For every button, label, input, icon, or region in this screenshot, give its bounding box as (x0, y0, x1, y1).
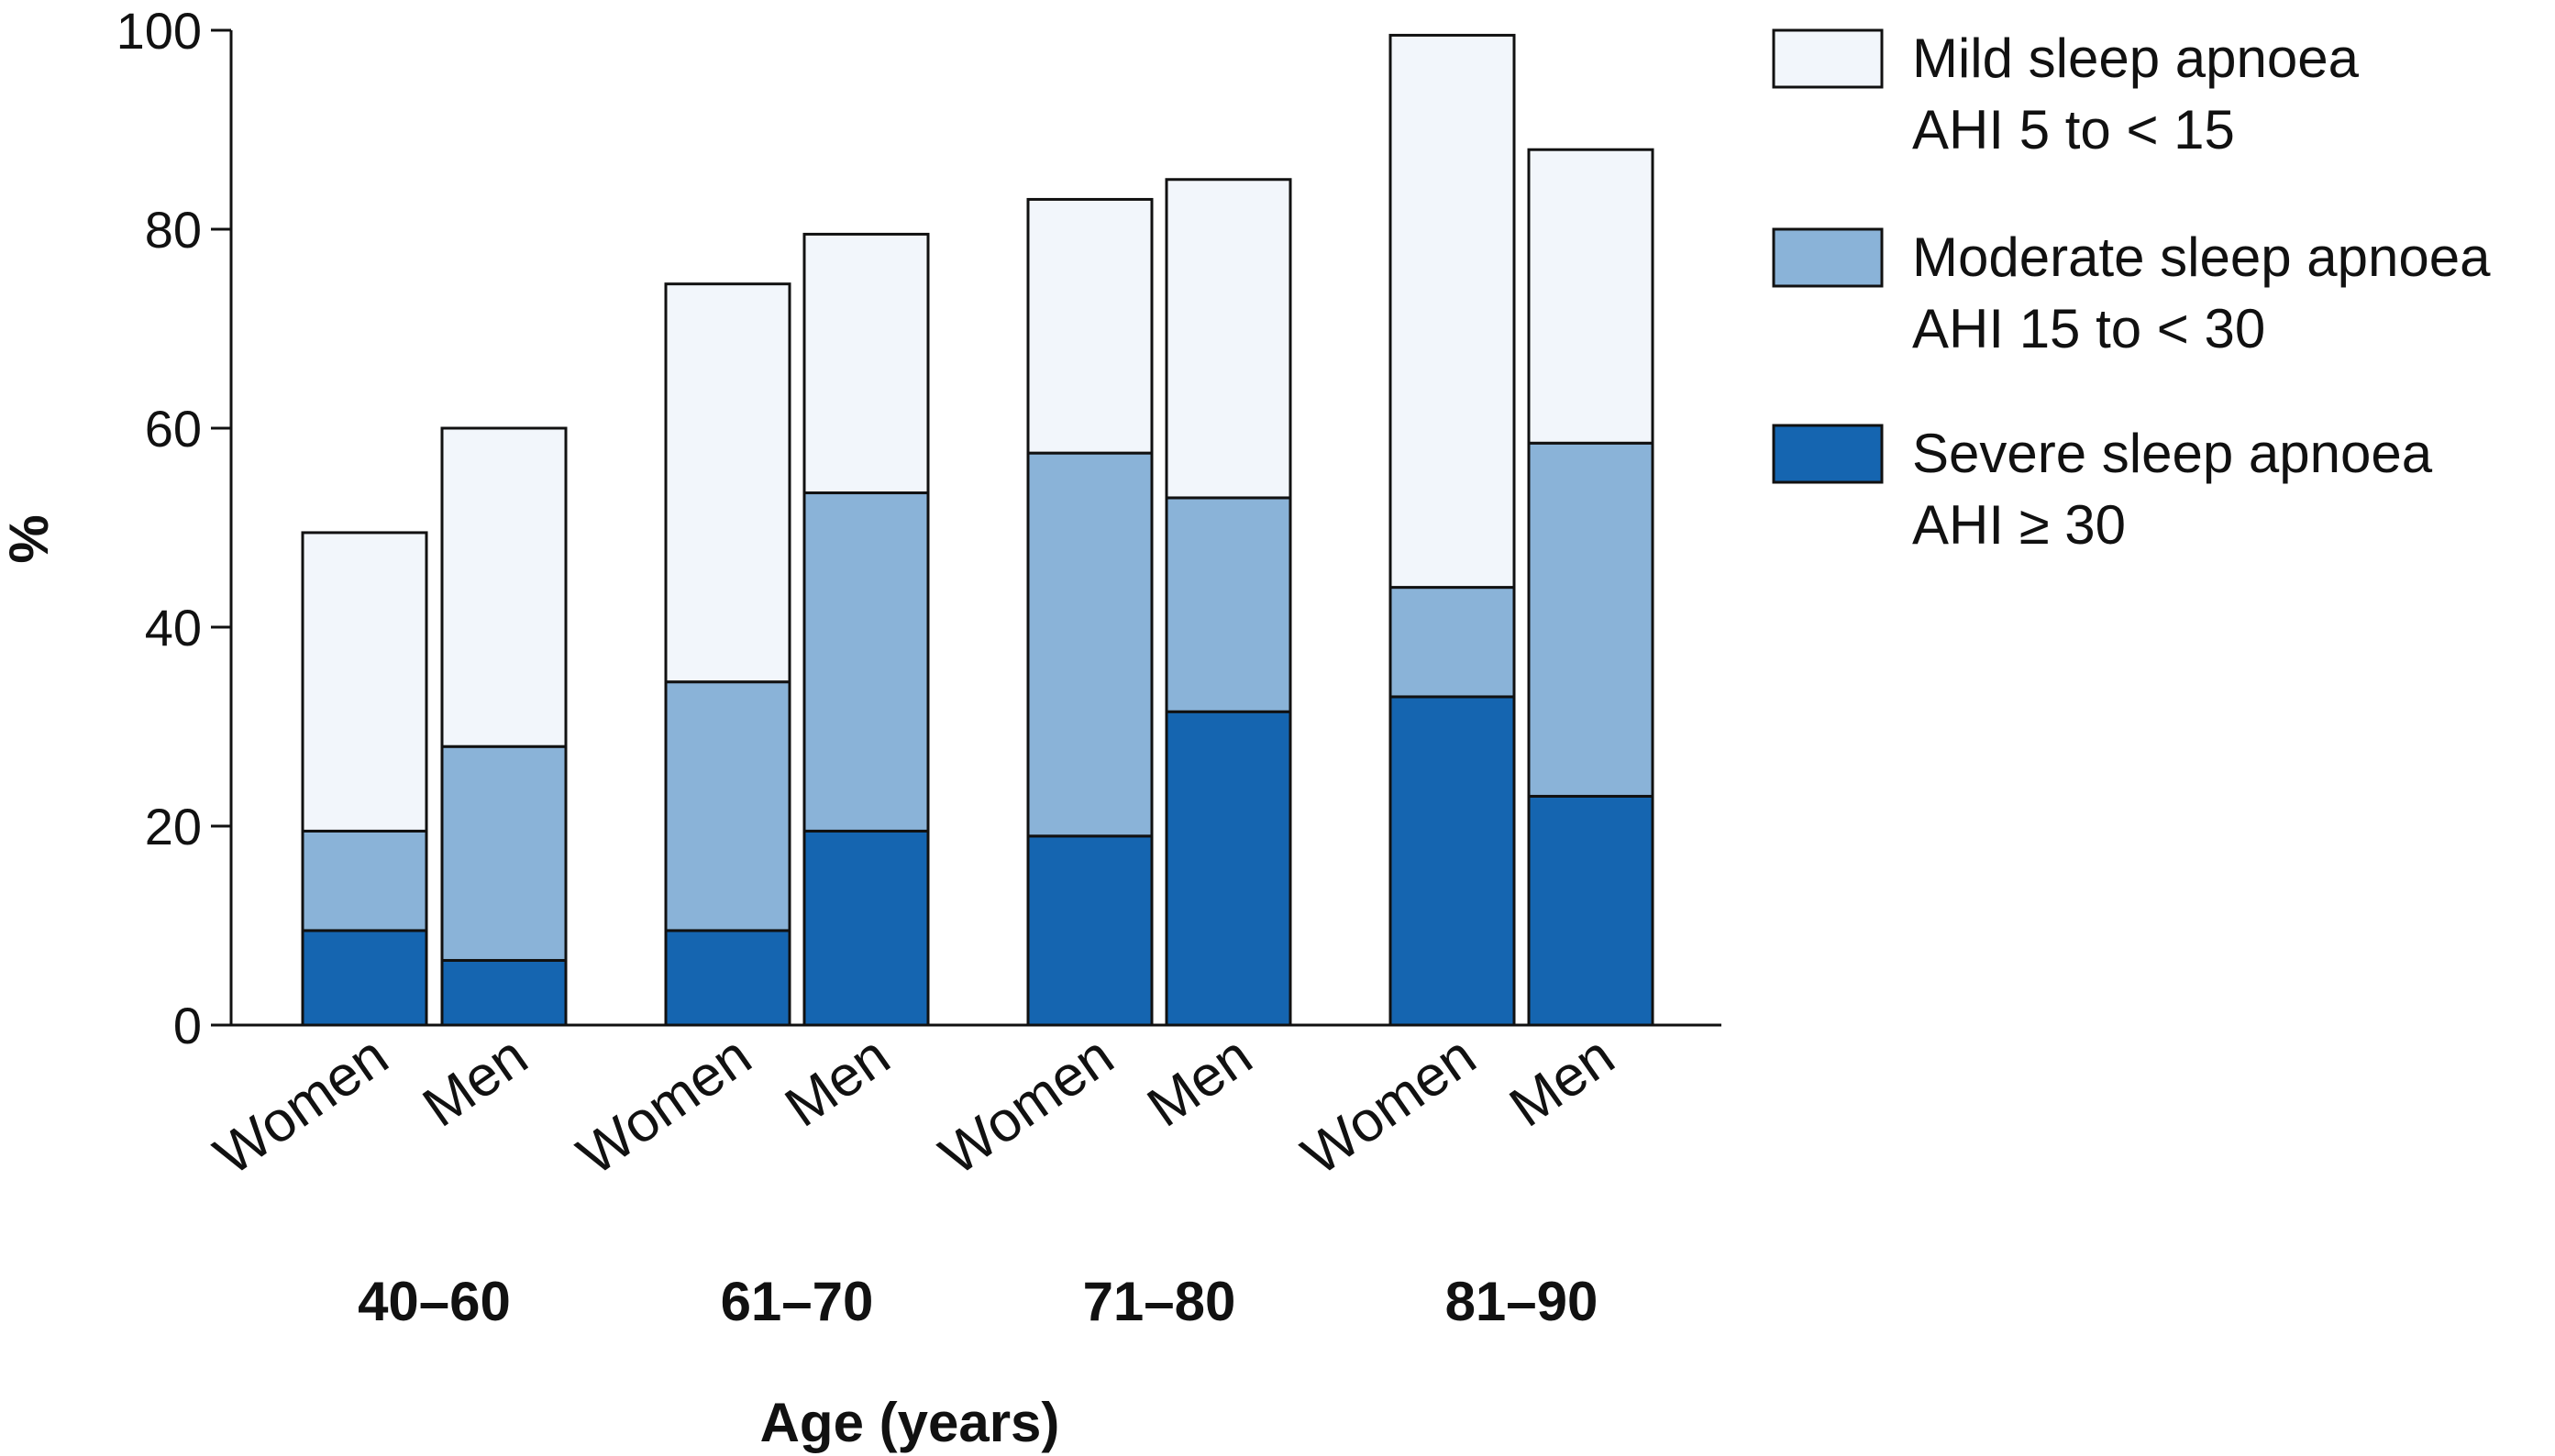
y-ticks: 0 20 40 60 80 100 (116, 2, 231, 1054)
bar-segment-severe-1 (301, 929, 428, 1027)
legend-sublabel-severe: AHI ≥ 30 (1912, 494, 2126, 556)
bar-segment-moderate-7 (1388, 586, 1516, 699)
bar-segment-severe-3 (664, 929, 791, 1027)
legend-label-mild: Mild sleep apnoea (1912, 28, 2360, 89)
bar-segment-severe-2 (440, 958, 568, 1027)
y-tick-label-20: 20 (145, 798, 202, 855)
category-label-5: Women (929, 1024, 1125, 1187)
category-label-7: Women (1291, 1024, 1488, 1187)
bar-segment-mild-8 (1527, 148, 1654, 445)
legend-label-moderate: Moderate sleep apnoea (1912, 226, 2491, 288)
y-tick-label-100: 100 (116, 2, 202, 60)
group-label-4: 81–90 (1445, 1271, 1598, 1332)
legend-swatch-moderate (1772, 227, 1884, 288)
bar-segment-severe-4 (802, 829, 930, 1027)
bar-segment-mild-7 (1388, 33, 1516, 590)
bar-segment-moderate-3 (664, 680, 791, 932)
bar-segment-moderate-6 (1165, 496, 1292, 713)
bar-segment-moderate-8 (1527, 441, 1654, 798)
bar-segment-moderate-4 (802, 491, 930, 833)
x-axis-title: Age (years) (760, 1392, 1060, 1453)
y-tick-label-60: 60 (145, 400, 202, 458)
category-label-6: Men (1136, 1024, 1263, 1140)
bar-segment-severe-6 (1165, 710, 1292, 1027)
bar-segment-severe-5 (1026, 834, 1154, 1027)
legend-sublabel-mild: AHI 5 to < 15 (1912, 99, 2235, 160)
group-label-3: 71–80 (1083, 1271, 1236, 1332)
bar-segment-mild-5 (1026, 197, 1154, 455)
legend: Mild sleep apnoea AHI 5 to < 15 Moderate s… (1772, 28, 2491, 556)
group-label-2: 61–70 (721, 1271, 874, 1332)
bar-segment-mild-2 (440, 426, 568, 748)
group-labels: 40–60 61–70 71–80 81–90 (358, 1271, 1598, 1332)
legend-swatch-severe (1772, 424, 1884, 484)
category-labels: Women Men Women Men Women Men Women Men (204, 1024, 1626, 1187)
bar-segment-mild-3 (664, 282, 791, 684)
bar-segment-mild-6 (1165, 178, 1292, 500)
bar-segment-severe-8 (1527, 794, 1654, 1027)
bar-segment-moderate-5 (1026, 451, 1154, 838)
y-tick-label-0: 0 (173, 997, 202, 1054)
bar-segment-severe-7 (1388, 695, 1516, 1027)
y-tick-label-80: 80 (145, 201, 202, 259)
bar-segment-mild-1 (301, 531, 428, 833)
bar-segment-mild-4 (802, 232, 930, 495)
group-label-1: 40–60 (358, 1271, 511, 1332)
legend-swatch-mild (1772, 28, 1884, 89)
category-label-8: Men (1499, 1024, 1625, 1140)
bar-segment-moderate-1 (301, 829, 428, 932)
legend-sublabel-moderate: AHI 15 to < 30 (1912, 298, 2265, 359)
y-axis-title: % (0, 514, 60, 563)
legend-label-severe: Severe sleep apnoea (1912, 423, 2433, 484)
category-label-4: Men (774, 1024, 901, 1140)
category-label-2: Men (412, 1024, 538, 1140)
bars-layer (301, 33, 1654, 1027)
bar-segment-moderate-2 (440, 745, 568, 962)
category-label-1: Women (204, 1024, 400, 1187)
category-label-3: Women (567, 1024, 763, 1187)
y-tick-label-40: 40 (145, 599, 202, 656)
